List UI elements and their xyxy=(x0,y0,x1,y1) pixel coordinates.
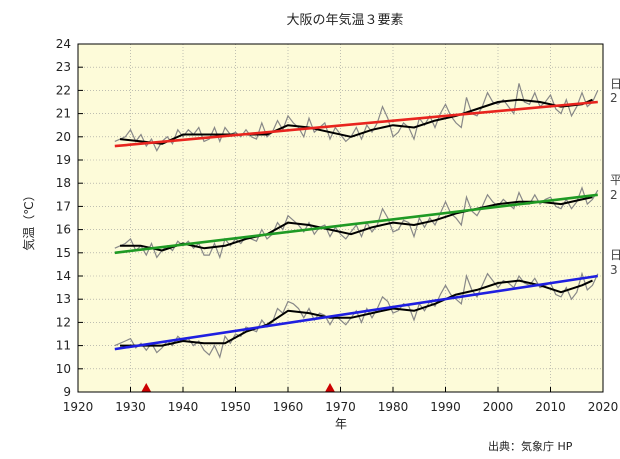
y-tick-label-12: 21 xyxy=(56,107,71,121)
y-tick-label-2: 11 xyxy=(56,339,71,353)
series-min-smooth-line xyxy=(120,279,593,347)
series-mean xyxy=(114,185,599,260)
y-tick-label-5: 14 xyxy=(56,269,71,283)
y-tick-label-14: 23 xyxy=(56,60,71,74)
y-tick-label-7: 16 xyxy=(56,223,71,237)
series-max xyxy=(114,83,599,153)
x-tick-label-1: 1930 xyxy=(115,400,146,414)
x-tick-label-7: 1990 xyxy=(430,400,461,414)
side-label-5: 3 xyxy=(610,263,618,277)
y-axis-label: 気温（℃） xyxy=(21,189,36,250)
x-tick-label-0: 1920 xyxy=(63,400,94,414)
series-mean-smooth-line xyxy=(120,196,593,252)
x-tick-label-5: 1970 xyxy=(325,400,356,414)
station-move-marker-0 xyxy=(141,383,152,392)
side-label-3: 2 xyxy=(610,188,618,202)
series-max-trend-line xyxy=(114,100,598,148)
x-tick-label-3: 1950 xyxy=(220,400,251,414)
y-tick-label-0: 9 xyxy=(63,385,71,399)
source-credit: 出典：気象庁 HP xyxy=(488,440,573,453)
series-mean-trend-line xyxy=(114,193,598,255)
series-min-trend-line xyxy=(114,274,598,351)
side-label-0: 日 xyxy=(610,77,620,91)
plot-frame xyxy=(77,43,604,393)
x-tick-label-10: 2020 xyxy=(588,400,619,414)
markers xyxy=(141,383,335,392)
y-axis-ticks: 9 10 11 12 13 14 15 16 17 18 19 20 21 22 23 24 xyxy=(56,37,83,399)
y-tick-label-11: 20 xyxy=(56,130,71,144)
series-layer xyxy=(114,83,599,360)
x-tick-label-8: 2000 xyxy=(483,400,514,414)
x-tick-label-9: 2010 xyxy=(535,400,566,414)
y-tick-label-8: 17 xyxy=(56,199,71,213)
side-label-4: 日 xyxy=(610,248,620,262)
side-label-1: 2 xyxy=(610,91,618,105)
x-tick-label-4: 1960 xyxy=(273,400,304,414)
y-tick-label-1: 10 xyxy=(56,362,71,376)
series-max-smooth-line xyxy=(119,98,593,145)
y-tick-label-10: 19 xyxy=(56,153,71,167)
x-axis-label: 年 xyxy=(335,417,347,431)
series-min xyxy=(114,271,599,360)
x-tick-label-2: 1940 xyxy=(168,400,199,414)
station-move-marker-1 xyxy=(325,383,335,392)
y-tick-label-6: 15 xyxy=(56,246,71,260)
x-axis-ticks: 1920 1930 1940 1950 1960 1970 1980 1990 2000 2010… xyxy=(63,387,619,414)
y-tick-label-15: 24 xyxy=(56,37,71,51)
y-tick-label-4: 13 xyxy=(56,292,71,306)
y-tick-label-13: 22 xyxy=(56,83,71,97)
side-label-2: 平 xyxy=(610,173,620,187)
chart-title: 大阪の年気温３要素 xyxy=(286,12,403,28)
y-tick-label-9: 18 xyxy=(56,176,71,190)
x-tick-label-6: 1980 xyxy=(378,400,409,414)
y-tick-label-3: 12 xyxy=(56,315,71,329)
